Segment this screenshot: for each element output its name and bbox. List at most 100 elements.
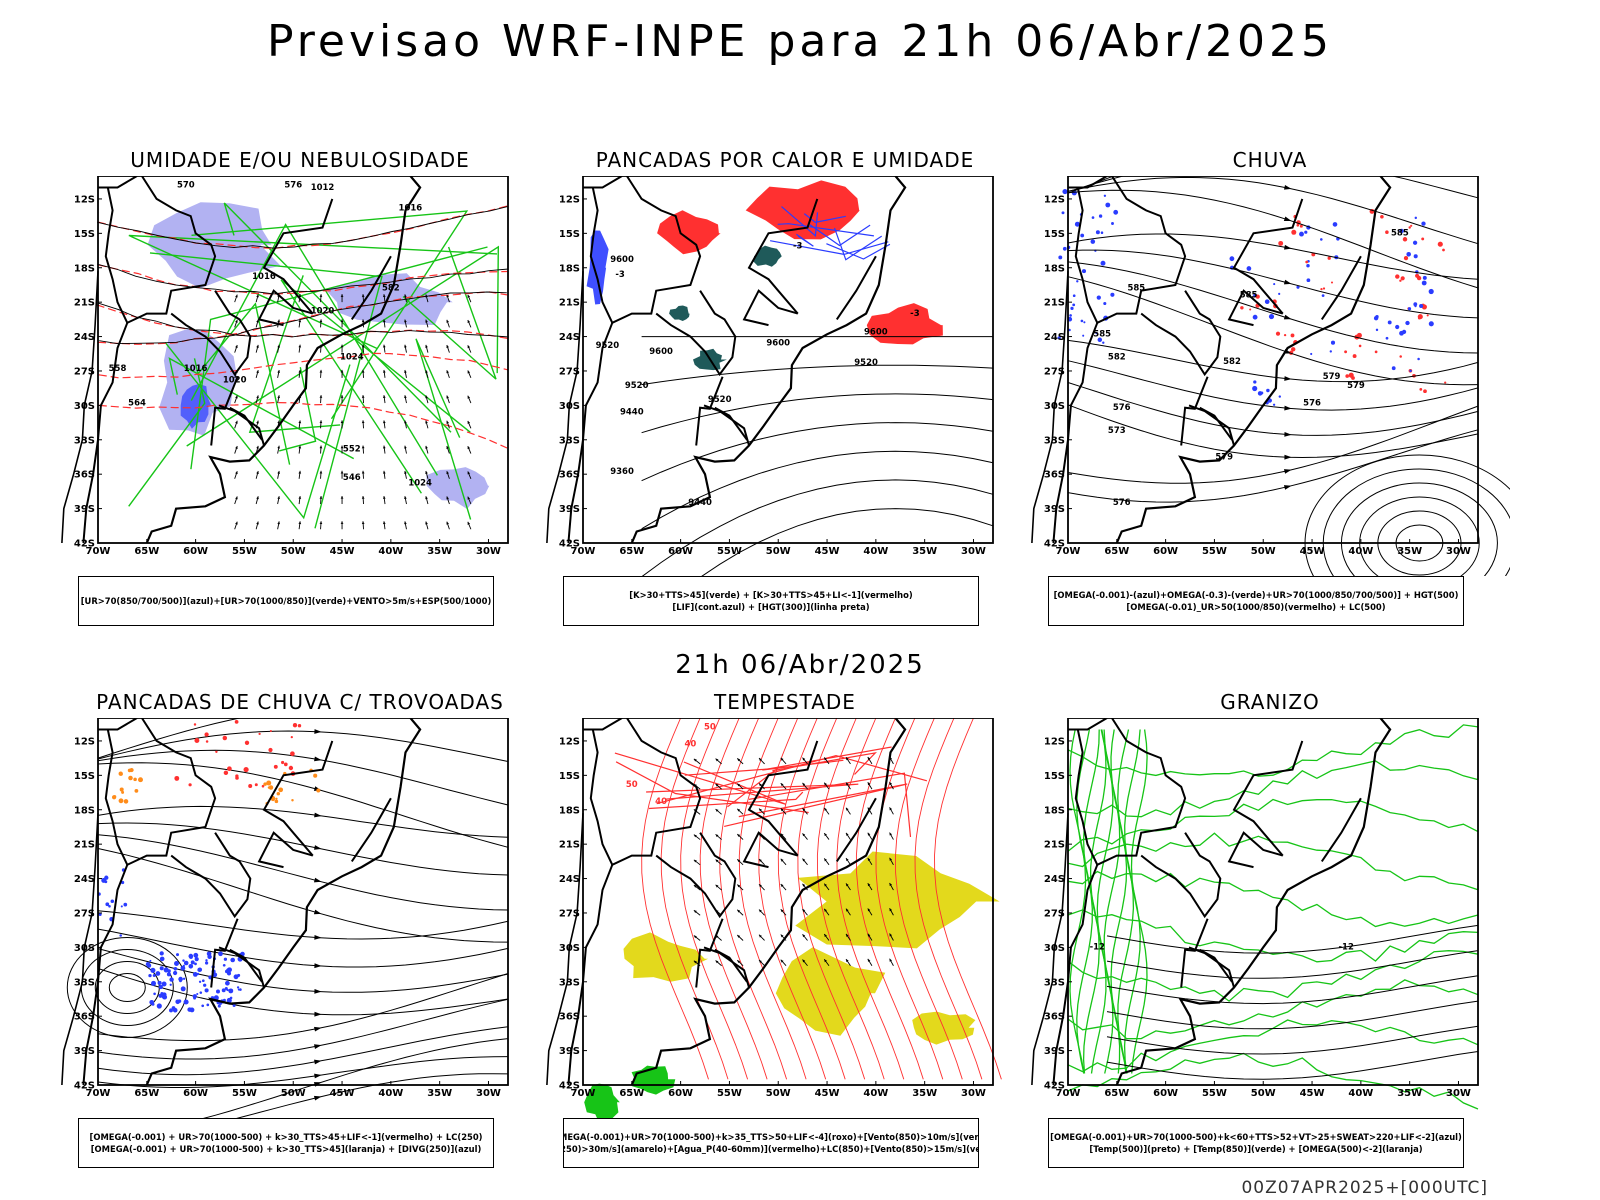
divergence-cell (156, 1003, 162, 1009)
wind-vector-head (277, 370, 281, 373)
divergence-cell (159, 956, 165, 962)
wind-vector-head (467, 521, 471, 525)
divergence-cell (217, 1004, 221, 1008)
humidity-green-contour (168, 357, 355, 460)
temp850-contour (1096, 729, 1114, 1074)
wind-vector-head (256, 370, 259, 374)
convection-green-area (753, 245, 782, 267)
wind-vector-head (759, 959, 762, 963)
rain-cell (1249, 308, 1252, 311)
water-contour (656, 754, 928, 805)
legend-caption: [OMEGA(-0.001)+UR>70(1000-500)+k>35_TTS>… (563, 1118, 979, 1168)
border-line (1232, 740, 1304, 857)
thunderstorm-cell (244, 740, 250, 745)
map-border (582, 718, 994, 1086)
wind-vector-head (846, 933, 849, 937)
lc850-contour (641, 718, 709, 1080)
rain-cell (1437, 241, 1443, 247)
wind-vector-head (824, 934, 827, 938)
rain-cell (1080, 233, 1085, 238)
wind-vector-head (446, 345, 449, 349)
thunderstorm-cell (215, 750, 218, 754)
lat-label: 27S (559, 366, 580, 377)
rain-cell (1399, 228, 1404, 234)
streamline-arrow (1284, 376, 1292, 381)
contour-label: 1020 (223, 375, 247, 385)
panel-umidade: UMIDADE E/OU NEBULOSIDADE 1012 1016 1016 10… (60, 148, 540, 638)
streamline-arrow (314, 1073, 322, 1079)
lat-label: 12S (74, 194, 95, 205)
lon-label: 30W (476, 1088, 501, 1099)
thunderstorm-cell (243, 767, 249, 773)
rain-cell (1074, 221, 1080, 227)
wind-vector-head (235, 345, 238, 349)
divergence-cell (198, 980, 202, 983)
border-line (1068, 718, 1108, 731)
coastline-west (546, 813, 584, 1086)
border-line (567, 864, 614, 1086)
lon-label: 35W (1397, 1088, 1422, 1099)
lat-label: 27S (1044, 366, 1065, 377)
lon-label: 70W (86, 546, 111, 557)
lc850-contour (680, 718, 749, 1080)
lon-label: 45W (815, 1088, 840, 1099)
wind-vector-head (737, 909, 741, 913)
lat-label: 39S (559, 1046, 580, 1057)
contour-label: 546 (343, 473, 361, 483)
lat-label: 36S (74, 1012, 95, 1023)
map-granizo: -12 -12 12S 15S 18S 21S 24S 27S 30S 33S 36S 39S 42S7… (1031, 718, 1479, 1110)
divergence-cell (152, 974, 156, 977)
streamline (1067, 429, 1479, 503)
wind-vector-head (693, 758, 697, 762)
streamline (203, 1038, 509, 1118)
lon-label: 40W (1348, 546, 1373, 557)
convection-red-area (745, 180, 860, 240)
streamline-arrow (1284, 184, 1292, 190)
divergence-cell (221, 988, 226, 993)
border-line (1199, 406, 1233, 441)
lat-label: 24S (1044, 874, 1065, 885)
rain-cell (1111, 222, 1114, 225)
wind-vector-head (382, 496, 386, 499)
wind-vector-head (361, 369, 365, 373)
wind-vector-head (256, 471, 259, 474)
border-line (257, 289, 314, 327)
divergence-cell (149, 959, 152, 962)
temp850-contour (1067, 724, 1479, 777)
streamline (97, 848, 509, 943)
divergence-cell (232, 1003, 236, 1008)
rain-cell (1299, 224, 1303, 228)
lon-label: 60W (668, 1088, 693, 1099)
lc850-contour (934, 718, 1002, 1080)
lat-label: 12S (559, 194, 580, 205)
rain-cell (1421, 237, 1425, 241)
contour-label: 1016 (252, 272, 276, 282)
lat-label: 33S (1044, 435, 1065, 446)
hgt300-contour (641, 422, 994, 482)
contour-label: 9600 (766, 339, 790, 349)
lat-label: 15S (1044, 771, 1065, 782)
rain-cell (1272, 403, 1276, 406)
divergence-cell (190, 960, 195, 965)
shower-cell (121, 790, 125, 794)
wind-vector-head (846, 782, 849, 786)
rain-cell (1062, 189, 1068, 195)
lat-label: 42S (74, 539, 95, 550)
border-line (262, 740, 334, 857)
divergence-cell (204, 988, 209, 993)
wind-vector-head (693, 935, 697, 939)
divergence-cell (161, 981, 167, 987)
rain-cell (1072, 294, 1076, 298)
lif-contour (809, 224, 871, 247)
wind-vector-head (298, 319, 302, 323)
hgt300-contour (641, 364, 994, 386)
streamline-arrow (314, 1011, 322, 1017)
lat-label: 36S (74, 470, 95, 481)
lon-label: 55W (232, 546, 257, 557)
lat-label: 21S (559, 298, 580, 309)
divergence-cell (153, 992, 156, 996)
wind-vector-head (382, 319, 386, 323)
lon-label: 40W (863, 546, 888, 557)
lon-label: 70W (571, 1088, 596, 1099)
